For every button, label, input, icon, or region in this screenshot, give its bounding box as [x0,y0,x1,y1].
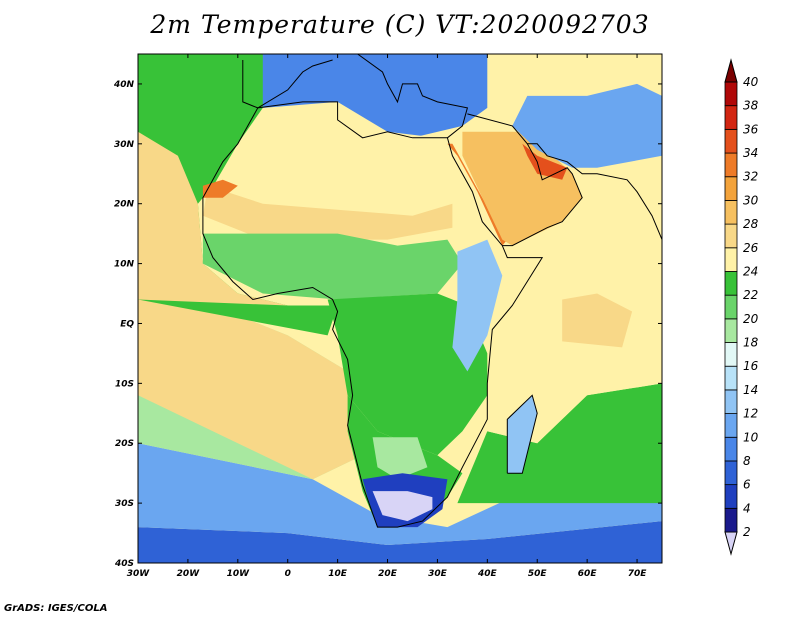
colorbar-segment [724,413,738,438]
colorbar-under-triangle [724,531,738,556]
colorbar-label: 18 [743,336,759,350]
x-tick-label: 70E [628,569,648,579]
y-tick-label: 40S [114,559,134,569]
x-tick-label: 50E [528,569,548,579]
coastline-0 [202,101,544,528]
zone-persian-gulf [522,143,568,180]
coastline-1 [506,394,538,474]
colorbar-label: 4 [743,501,751,515]
colorbar-label: 32 [743,170,758,184]
zone-mediterranean [262,54,488,138]
y-tick-label: 10N [114,260,135,270]
grads-credit: GrADS: IGES/COLA [4,603,108,614]
zone-lesotho [372,491,433,522]
colorbar-label: 2 [743,525,751,539]
colorbar-label: 34 [743,146,758,160]
x-tick-label: 10W [227,569,251,579]
y-tick-label: 10S [115,379,134,389]
zone-east-highlands [452,239,503,372]
y-tick-label: 40N [113,80,135,90]
y-tick-label: 20S [115,439,134,449]
zone-western-sahara-hot [202,179,238,198]
x-tick-label: 10E [328,569,348,579]
y-tick-label: EQ [120,319,134,329]
zone-sahel [202,185,453,240]
zone-southern-ocean [138,443,662,545]
colorbar-label: 6 [743,478,751,492]
zone-iran [512,83,662,168]
colorbar-label: 40 [743,75,759,89]
x-tick-label: 20E [378,569,398,579]
colorbar-label: 20 [743,312,759,326]
colorbar-segment [724,176,738,201]
colorbar-segment [724,365,738,391]
lat-axis: 40N 30N 20N 10N EQ 10S 20S 30S 40S [113,80,662,569]
colorbar-segment [724,436,738,462]
lon-axis: 30W 20W 10W 0 10E 20E 30E 40E 50E 60E 70E [127,54,647,579]
colorbar-label: 36 [743,122,759,136]
zone-arabia [462,131,583,246]
colorbar-label: 26 [743,241,759,255]
x-tick-label: 20W [177,569,201,579]
x-tick-label: 60E [578,569,598,579]
colorbar-segment [724,271,738,296]
x-tick-label: 30W [127,569,151,579]
zone-central-africa [327,293,488,456]
colorbar-label: 24 [743,264,758,278]
colorbar-segment [724,484,738,509]
colorbar-segment [724,389,738,414]
colorbar-segment [724,200,738,225]
x-tick-label: 40E [477,569,498,579]
colorbar-label: 16 [743,359,759,373]
colorbar-label: 12 [743,407,758,421]
colorbar-label: 38 [743,99,759,113]
zone-tropical-atlantic [138,299,363,480]
colorbar-label: 14 [743,383,758,397]
chart-title: 2m Temperature (C) VT:2020092703 [150,10,650,39]
zone-indian-warm-pool [562,293,633,348]
map-frame [137,53,663,564]
coastlines [202,54,662,528]
colorbar-segment [724,128,738,154]
colorbar-segment [724,460,738,486]
y-tick-label: 30S [115,499,134,509]
colorbar-segment [724,105,738,130]
colorbar-label: 30 [743,193,759,207]
colorbar-segment [724,318,738,343]
temperature-field [138,54,662,563]
colorbar-label: 10 [743,430,759,444]
colorbar-label: 8 [743,454,751,468]
colorbar-segment [724,152,738,178]
zone-tropical-atlantic [138,131,288,306]
y-tick-label: 30N [114,140,135,150]
zone-madagascar [507,395,538,474]
colorbar-over-triangle [724,58,738,83]
colorbar-segment [724,507,738,533]
colorbar-segment [724,81,738,107]
zone-red-sea [447,143,508,246]
colorbar-label: 28 [743,217,759,231]
zone-west-africa [202,233,463,300]
x-tick-label: 0 [285,569,291,579]
colorbar-segment [724,342,738,367]
zone-far-south-ocean [138,521,662,563]
colorbar-segment [724,223,738,249]
coastline-5 [527,143,662,240]
x-tick-label: 30E [428,569,448,579]
coastline-3 [242,59,333,109]
coastline-4 [467,113,583,247]
colorbar-segment [724,294,738,320]
zone-kalahari [372,437,428,480]
colorbar-segment [724,247,738,272]
coastline-2 [357,54,469,139]
colorbar-label: 22 [743,288,758,302]
y-tick-label: 20N [114,200,135,210]
